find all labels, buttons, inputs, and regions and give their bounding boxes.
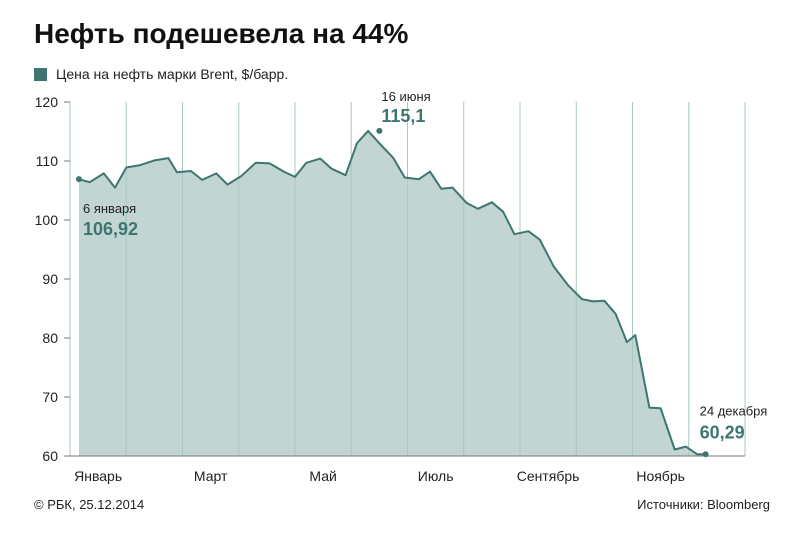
data-point	[240, 175, 243, 177]
data-point	[392, 157, 395, 159]
data-point	[674, 448, 676, 451]
data-point	[330, 168, 333, 170]
annotation-marker	[702, 451, 709, 458]
annotation-value: 106,92	[83, 219, 138, 239]
y-tick-label: 70	[42, 389, 58, 405]
data-point	[114, 186, 116, 189]
annotation-value: 60,29	[700, 422, 745, 442]
x-tick-label: Июль	[418, 468, 454, 484]
chart-title: Нефть подешевела на 44%	[34, 18, 409, 49]
y-tick-label: 120	[35, 94, 59, 110]
data-point	[513, 233, 515, 235]
data-point	[648, 407, 650, 409]
x-tick-label: Март	[194, 468, 228, 484]
data-point	[685, 445, 687, 448]
data-point	[215, 172, 217, 174]
data-point	[345, 174, 347, 176]
data-point	[167, 157, 170, 159]
data-point	[581, 298, 583, 300]
data-point	[125, 166, 127, 169]
data-point	[226, 184, 229, 186]
annotation-date: 24 декабря	[700, 403, 768, 418]
data-point	[89, 181, 91, 183]
series-line	[78, 129, 706, 456]
data-point	[255, 162, 257, 164]
data-point	[440, 188, 442, 190]
annotation-date: 6 января	[83, 201, 136, 216]
data-point	[294, 176, 296, 178]
data-point	[201, 179, 203, 181]
legend-swatch	[34, 67, 47, 81]
data-point	[451, 186, 454, 189]
y-tick-label: 100	[35, 212, 59, 228]
data-point	[696, 453, 698, 455]
data-point	[378, 142, 380, 144]
data-point	[527, 230, 530, 232]
area-fill	[79, 130, 706, 456]
x-tick-label: Январь	[74, 468, 122, 484]
data-point	[553, 266, 555, 268]
x-tick-label: Май	[309, 468, 336, 484]
data-point	[603, 300, 605, 302]
y-tick-label: 80	[42, 330, 58, 346]
data-point	[660, 407, 662, 409]
y-tick-label: 60	[42, 448, 58, 464]
legend-label: Цена на нефть марки Brent, $/барр.	[56, 66, 289, 82]
copyright: © РБК, 25.12.2014	[34, 497, 145, 512]
data-point	[592, 300, 594, 303]
data-point	[269, 162, 271, 164]
data-point	[176, 171, 178, 173]
data-point	[356, 142, 358, 144]
data-point	[615, 313, 617, 315]
data-point	[477, 208, 479, 210]
data-point	[367, 130, 369, 132]
data-point	[190, 170, 192, 172]
data-point	[418, 178, 420, 180]
data-point	[626, 341, 628, 343]
data-point	[305, 162, 307, 164]
annotation-date: 16 июня	[381, 89, 430, 104]
source: Источники: Bloomberg	[637, 497, 770, 512]
data-point	[319, 158, 321, 160]
annotation-value: 115,1	[381, 106, 425, 126]
data-point	[404, 176, 406, 179]
x-tick-label: Сентябрь	[517, 468, 580, 484]
y-tick-label: 110	[36, 153, 59, 169]
y-tick-label: 90	[42, 271, 58, 287]
data-point	[429, 171, 431, 173]
annotation-marker	[76, 176, 82, 183]
data-point	[153, 159, 155, 162]
data-point	[634, 334, 636, 336]
data-point	[103, 172, 105, 174]
legend: Цена на нефть марки Brent, $/барр.	[34, 66, 288, 82]
data-point	[502, 211, 504, 213]
data-point	[539, 238, 541, 241]
data-point	[283, 171, 285, 173]
annotation-marker	[376, 127, 383, 134]
data-point	[491, 201, 493, 203]
x-tick-label: Ноябрь	[636, 468, 685, 484]
data-point	[139, 164, 141, 166]
data-point	[567, 284, 569, 286]
data-point	[465, 202, 468, 204]
